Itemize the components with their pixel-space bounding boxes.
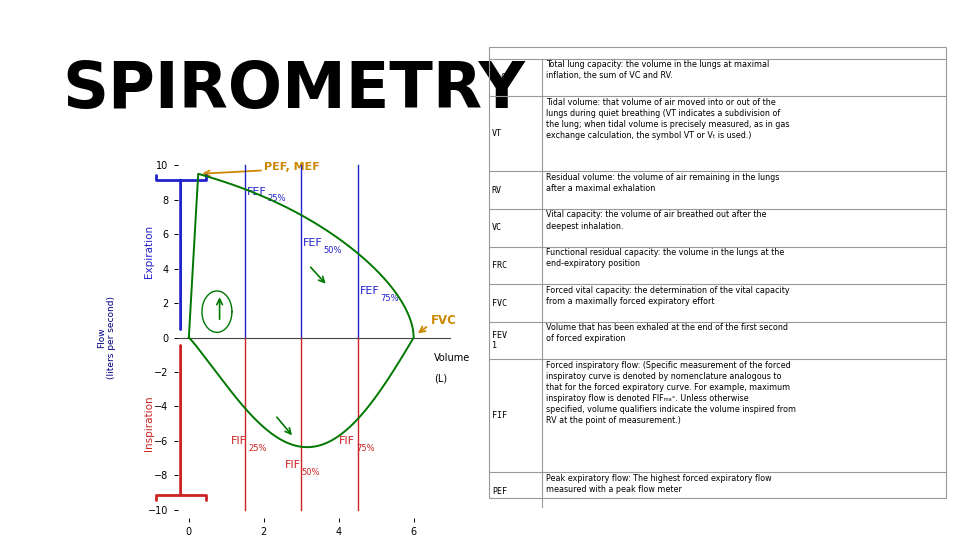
- Text: FVC: FVC: [492, 299, 507, 308]
- Text: Peak expiratory flow: The highest forced expiratory flow
measured with a peak fl: Peak expiratory flow: The highest forced…: [545, 474, 771, 494]
- Text: Forced vital capacity: the determination of the vital capacity
from a maximally : Forced vital capacity: the determination…: [545, 286, 789, 306]
- Text: FEV
1: FEV 1: [492, 331, 507, 350]
- Text: 50%: 50%: [301, 468, 320, 477]
- Text: PEF, MEF: PEF, MEF: [264, 163, 320, 172]
- Text: 25%: 25%: [268, 194, 286, 204]
- Text: Inspiration: Inspiration: [145, 396, 155, 451]
- Text: PEF: PEF: [492, 487, 507, 496]
- Text: Residual volume: the volume of air remaining in the lungs
after a maximal exhala: Residual volume: the volume of air remai…: [545, 173, 779, 193]
- Text: FVC: FVC: [431, 314, 456, 327]
- Text: FIF: FIF: [284, 461, 300, 470]
- Text: Tidal volume: that volume of air moved into or out of the
lungs during quiet bre: Tidal volume: that volume of air moved i…: [545, 98, 789, 140]
- Text: Volume: Volume: [434, 353, 470, 363]
- Text: VT: VT: [492, 129, 502, 138]
- Text: 50%: 50%: [324, 246, 343, 255]
- Text: Expiration: Expiration: [145, 225, 155, 278]
- Text: FIF: FIF: [230, 436, 247, 447]
- Text: FEF: FEF: [303, 238, 323, 248]
- Text: FIF: FIF: [492, 411, 507, 421]
- Text: VC: VC: [492, 224, 502, 232]
- Text: 75%: 75%: [380, 294, 398, 303]
- Text: Forced inspiratory flow: (Specific measurement of the forced
inspiratoy curve is: Forced inspiratory flow: (Specific measu…: [545, 361, 796, 426]
- Text: 25%: 25%: [248, 444, 267, 453]
- Text: SPIROMETRY: SPIROMETRY: [62, 59, 525, 122]
- Text: FIF: FIF: [339, 436, 355, 447]
- Text: Functional residual capacity: the volume in the lungs at the
end-expiratory posi: Functional residual capacity: the volume…: [545, 248, 784, 268]
- Text: RV: RV: [492, 186, 502, 195]
- Text: (L): (L): [434, 374, 447, 384]
- Text: 75%: 75%: [356, 444, 374, 453]
- Text: FEF: FEF: [359, 286, 379, 296]
- Text: Flow
(liters per second): Flow (liters per second): [97, 296, 116, 379]
- Text: Volume that has been exhaled at the end of the first second
of forced expiration: Volume that has been exhaled at the end …: [545, 323, 787, 343]
- Text: FEF: FEF: [247, 186, 267, 197]
- Text: TLC: TLC: [492, 73, 507, 82]
- Text: FRC: FRC: [492, 261, 507, 270]
- Text: Vital capacity: the volume of air breathed out after the
deepest inhalation.: Vital capacity: the volume of air breath…: [545, 211, 766, 231]
- Text: Total lung capacity: the volume in the lungs at maximal
inflation, the sum of VC: Total lung capacity: the volume in the l…: [545, 60, 769, 80]
